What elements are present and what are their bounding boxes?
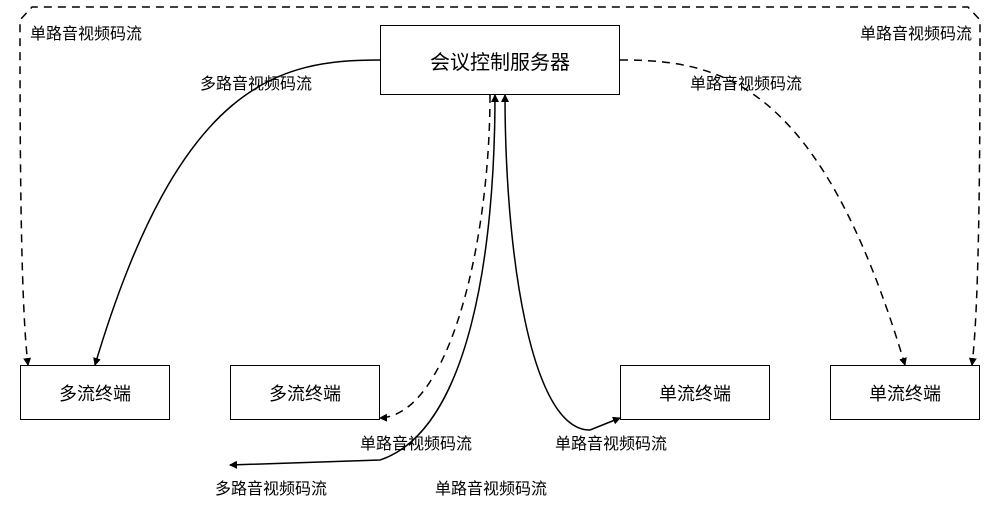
singlestream-terminal-2: 单流终端: [830, 365, 980, 420]
edge-label: 单路音视频码流: [690, 70, 802, 94]
edge-label: 单路音视频码流: [30, 20, 142, 44]
ms2-label: 多流终端: [269, 380, 341, 406]
edge-label: 单路音视频码流: [860, 20, 972, 44]
server-label: 会议控制服务器: [430, 46, 570, 75]
singlestream-terminal-1: 单流终端: [620, 365, 770, 420]
edge-label: 单路音视频码流: [555, 430, 667, 454]
multistream-terminal-2: 多流终端: [230, 365, 380, 420]
multistream-terminal-1: 多流终端: [20, 365, 170, 420]
edge-label: 多路音视频码流: [200, 70, 312, 94]
edge-label: 多路音视频码流: [215, 475, 327, 499]
ms1-label: 多流终端: [59, 380, 131, 406]
edge-label: 单路音视频码流: [435, 475, 547, 499]
ss2-label: 单流终端: [869, 380, 941, 406]
ss1-label: 单流终端: [659, 380, 731, 406]
server-node: 会议控制服务器: [380, 25, 620, 95]
edge-label: 单路音视频码流: [360, 430, 472, 454]
